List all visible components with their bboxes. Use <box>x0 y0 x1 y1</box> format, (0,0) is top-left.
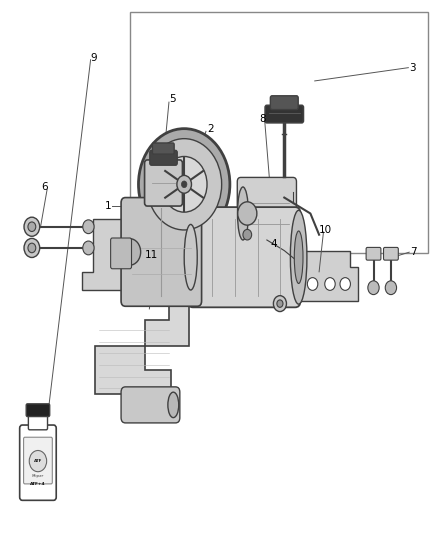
Polygon shape <box>82 203 132 290</box>
Text: Mopar: Mopar <box>32 474 44 478</box>
FancyBboxPatch shape <box>28 414 47 430</box>
FancyBboxPatch shape <box>111 238 131 269</box>
Circle shape <box>28 222 36 231</box>
Ellipse shape <box>237 187 248 240</box>
Ellipse shape <box>294 231 303 284</box>
FancyBboxPatch shape <box>26 404 49 417</box>
FancyBboxPatch shape <box>384 247 398 260</box>
Text: 8: 8 <box>259 114 266 124</box>
Text: 7: 7 <box>410 247 417 257</box>
Circle shape <box>307 278 318 290</box>
Ellipse shape <box>184 224 197 290</box>
Circle shape <box>161 157 207 212</box>
FancyBboxPatch shape <box>270 96 298 110</box>
Polygon shape <box>95 301 188 394</box>
Circle shape <box>385 281 396 295</box>
FancyBboxPatch shape <box>265 106 304 123</box>
Circle shape <box>138 128 230 240</box>
Ellipse shape <box>290 211 307 304</box>
FancyBboxPatch shape <box>20 425 56 500</box>
FancyBboxPatch shape <box>366 247 381 260</box>
Circle shape <box>243 229 252 240</box>
FancyBboxPatch shape <box>152 143 174 154</box>
Circle shape <box>147 139 222 230</box>
Text: 6: 6 <box>42 182 48 192</box>
Text: ATF+4: ATF+4 <box>30 482 46 486</box>
Circle shape <box>29 450 47 472</box>
Bar <box>130 12 428 253</box>
Text: 1: 1 <box>105 200 111 211</box>
FancyBboxPatch shape <box>121 387 180 423</box>
FancyBboxPatch shape <box>24 437 52 484</box>
Circle shape <box>273 296 286 312</box>
Text: 9: 9 <box>90 53 97 62</box>
Circle shape <box>340 278 350 290</box>
Circle shape <box>238 202 257 225</box>
Circle shape <box>277 300 283 308</box>
Circle shape <box>83 220 94 233</box>
Circle shape <box>177 175 191 193</box>
Circle shape <box>325 278 335 290</box>
Circle shape <box>24 217 40 236</box>
Circle shape <box>119 239 141 265</box>
Text: 11: 11 <box>145 250 158 260</box>
Ellipse shape <box>168 392 179 418</box>
FancyBboxPatch shape <box>187 207 300 308</box>
Circle shape <box>368 281 379 295</box>
Circle shape <box>83 241 94 255</box>
Text: 4: 4 <box>270 239 277 249</box>
FancyBboxPatch shape <box>145 160 183 206</box>
Text: ATF: ATF <box>34 459 42 463</box>
Text: 3: 3 <box>410 63 416 72</box>
FancyBboxPatch shape <box>121 198 201 306</box>
FancyBboxPatch shape <box>237 177 297 249</box>
Text: 5: 5 <box>169 94 176 104</box>
Text: 2: 2 <box>207 124 214 134</box>
Text: 10: 10 <box>319 225 332 236</box>
Polygon shape <box>300 251 358 301</box>
Circle shape <box>28 243 36 253</box>
FancyBboxPatch shape <box>150 150 177 165</box>
Circle shape <box>181 181 187 188</box>
Circle shape <box>24 238 40 257</box>
